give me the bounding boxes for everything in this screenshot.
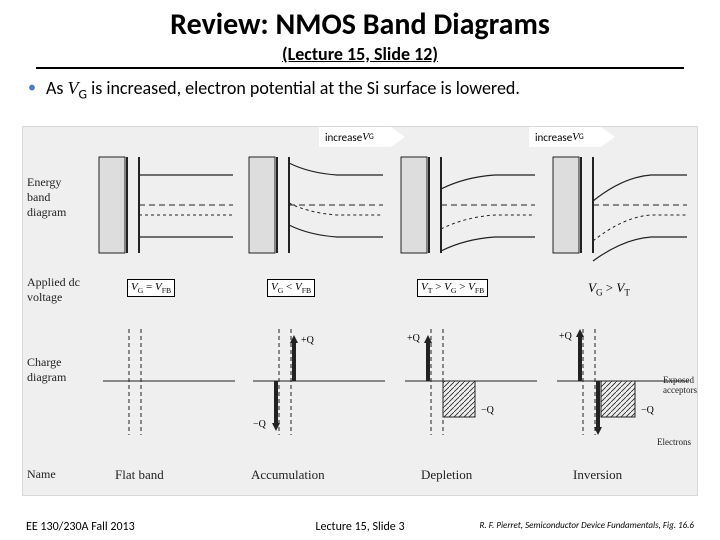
slide-subtitle: (Lecture 15, Slide 12) (0, 43, 720, 65)
band-diagram-inversion (551, 149, 695, 269)
cond-flatband: VG = VFB (127, 279, 175, 297)
slide-title: Review: NMOS Band Diagrams (0, 0, 720, 43)
row-label-energy: Energy band diagram (27, 175, 87, 220)
charge-diagram-accumulation: +Q −Q (247, 317, 391, 447)
name-flatband: Flat band (115, 467, 164, 483)
row-label-charge: Charge diagram (27, 355, 87, 385)
band-diagram-depletion (399, 149, 543, 269)
svg-text:+Q: +Q (559, 331, 573, 342)
svg-text:−Q: −Q (481, 405, 495, 416)
band-diagram-accumulation (247, 149, 391, 269)
plusQ-label: +Q (301, 335, 315, 346)
row-label-applied: Applied dc voltage (27, 275, 87, 305)
cond-depletion: VT > VG > VFB (417, 279, 488, 297)
side-electrons: Electrons (657, 437, 691, 447)
cond-inversion: VG > VT (585, 279, 633, 299)
bullet: • As VG is increased, electron potential… (0, 75, 720, 107)
footer-right: R. F. Pierret, Semiconductor Device Fund… (479, 520, 694, 534)
name-depletion: Depletion (421, 467, 472, 483)
charge-diagram-flatband (97, 317, 241, 447)
minusQ-label: −Q (253, 419, 267, 430)
side-exposed: Exposed acceptors (663, 375, 703, 395)
col-flatband: Flat band (97, 127, 241, 495)
charge-diagram-depletion: +Q −Q (399, 317, 543, 447)
svg-text:−Q: −Q (641, 405, 655, 416)
footer-center: Lecture 15, Slide 3 (315, 520, 404, 534)
footer: EE 130/230A Fall 2013 Lecture 15, Slide … (0, 520, 720, 534)
footer-left: EE 130/230A Fall 2013 (26, 520, 135, 534)
cond-accumulation: VG < VFB (267, 279, 315, 297)
col-inversion: +Q −Q Exposed acceptors Electrons Invers… (551, 127, 695, 495)
bullet-dot-icon: • (28, 77, 36, 99)
name-accumulation: Accumulation (251, 467, 325, 483)
svg-text:+Q: +Q (407, 333, 421, 344)
col-accumulation: +Q −Q Accumulation (247, 127, 391, 495)
diagram-area: increase VG increase VG Energy band diag… (22, 126, 698, 496)
name-inversion: Inversion (573, 467, 622, 483)
bullet-text: As VG is increased, electron potential a… (46, 77, 520, 103)
col-depletion: +Q −Q Depletion (399, 127, 543, 495)
title-rule (36, 67, 684, 69)
band-diagram-flatband (97, 149, 241, 269)
row-label-name: Name (27, 467, 87, 482)
